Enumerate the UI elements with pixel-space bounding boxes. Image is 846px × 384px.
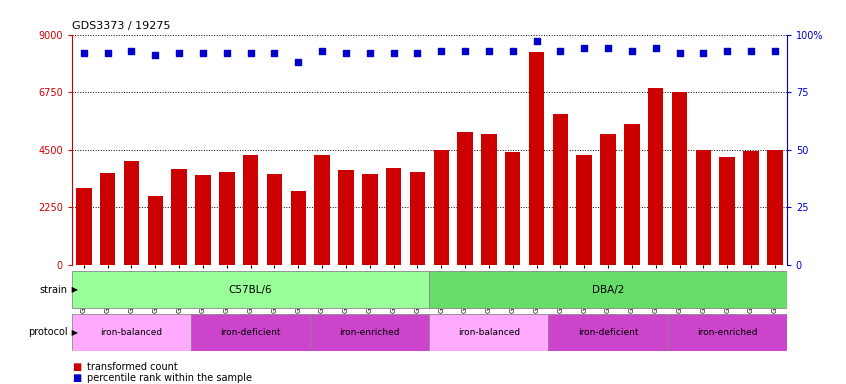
Text: strain: strain [40,285,68,295]
Point [77,50,91,56]
Point [244,50,257,56]
Point [602,45,615,51]
Point [124,48,138,54]
Text: iron-deficient: iron-deficient [220,328,281,337]
Bar [191,314,310,351]
Text: iron-balanced: iron-balanced [101,328,162,337]
Bar [72,271,429,308]
Bar [76,188,91,265]
Point [721,48,734,54]
Point [387,50,400,56]
Bar [548,314,667,351]
Bar [72,314,191,351]
Bar [667,314,787,351]
Point [696,50,710,56]
Bar [315,155,330,265]
Point [316,48,329,54]
Bar [362,174,377,265]
Bar [433,150,449,265]
Bar [624,124,640,265]
Bar [481,134,497,265]
Bar [386,168,401,265]
Bar [744,151,759,265]
Point [578,45,591,51]
Text: C57BL/6: C57BL/6 [228,285,272,295]
Bar [290,191,306,265]
Point [363,50,376,56]
Point [339,50,353,56]
Text: protocol: protocol [28,327,68,337]
Point [673,50,686,56]
Point [506,48,519,54]
Point [744,48,758,54]
Text: GDS3373 / 19275: GDS3373 / 19275 [72,21,170,31]
Bar [429,314,548,351]
Text: iron-balanced: iron-balanced [458,328,520,337]
Bar [409,172,426,265]
Point [173,50,186,56]
Bar [695,150,711,265]
Text: ■: ■ [72,373,81,383]
Point [649,45,662,51]
Text: DBA/2: DBA/2 [592,285,624,295]
Text: iron-enriched: iron-enriched [697,328,757,337]
Bar [529,53,544,265]
Text: iron-enriched: iron-enriched [339,328,400,337]
Bar [576,155,592,265]
Bar [243,155,258,265]
Text: transformed count: transformed count [87,362,178,372]
Bar [552,114,569,265]
Bar [458,132,473,265]
Point [267,50,281,56]
Bar [195,175,211,265]
Bar [505,152,520,265]
Bar [601,134,616,265]
Bar [767,150,783,265]
Point [101,50,114,56]
Bar [310,314,429,351]
Point [149,52,162,58]
Text: percentile rank within the sample: percentile rank within the sample [87,373,252,383]
Bar [219,172,234,265]
Text: ■: ■ [72,362,81,372]
Bar [147,196,163,265]
Text: ▶: ▶ [69,328,79,337]
Point [410,50,424,56]
Point [482,48,496,54]
Point [625,48,639,54]
Bar [719,157,735,265]
Text: ▶: ▶ [69,285,79,295]
Bar [429,271,787,308]
Point [435,48,448,54]
Bar [124,161,140,265]
Bar [266,174,283,265]
Point [220,50,233,56]
Point [553,48,567,54]
Point [459,48,472,54]
Point [530,38,543,45]
Bar [648,88,663,265]
Point [292,59,305,65]
Bar [338,170,354,265]
Bar [672,92,687,265]
Bar [172,169,187,265]
Bar [100,173,115,265]
Point [196,50,210,56]
Point [768,48,782,54]
Text: iron-deficient: iron-deficient [578,328,639,337]
